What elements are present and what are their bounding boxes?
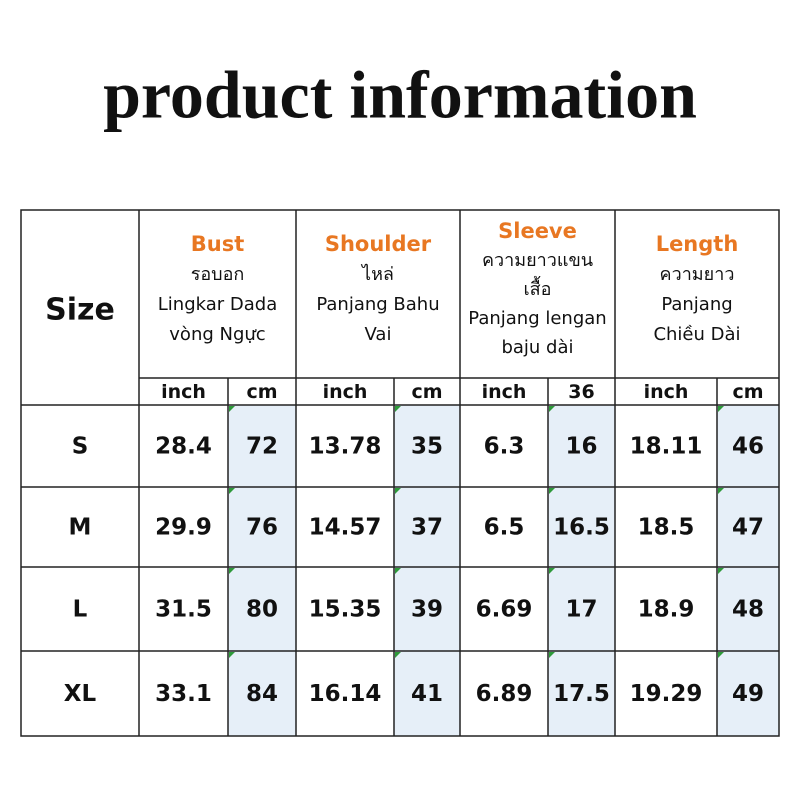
cell-marker <box>718 652 724 658</box>
table-border <box>20 209 780 737</box>
value-cell: 17.5 <box>553 681 610 707</box>
value-cell: 19.29 <box>630 681 703 707</box>
group-name: Shoulder <box>325 232 432 256</box>
cm-cell-bg <box>717 405 779 487</box>
value-cell: 48 <box>732 597 764 623</box>
group-line: vòng Ngực <box>169 324 265 345</box>
cm-cell-bg <box>228 651 296 736</box>
cell-marker <box>549 488 555 494</box>
value-cell: 28.4 <box>155 434 212 460</box>
cell-marker <box>229 568 235 574</box>
size-cell: XL <box>64 681 97 707</box>
value-cell: 13.78 <box>309 434 382 460</box>
group-name: Bust <box>191 232 245 256</box>
size-cell: L <box>73 597 88 623</box>
cell-marker <box>718 568 724 574</box>
unit-label: inch <box>161 381 206 403</box>
group-line: Panjang <box>661 294 732 315</box>
group-line: Lingkar Dada <box>158 294 277 315</box>
cell-marker <box>395 568 401 574</box>
group-line: baju dài <box>501 337 573 358</box>
group-line: Chiều Dài <box>653 324 740 345</box>
page-title: product information <box>103 57 697 133</box>
value-cell: 16 <box>565 434 597 460</box>
cm-cell-bg <box>394 487 460 567</box>
group-line: ไหล่ <box>360 263 394 285</box>
group-line: ความยาวแขน <box>482 250 593 271</box>
cell-marker <box>229 406 235 412</box>
cell-marker <box>395 488 401 494</box>
cell-marker <box>549 406 555 412</box>
value-cell: 33.1 <box>155 681 212 707</box>
cell-marker <box>229 652 235 658</box>
value-cell: 49 <box>732 681 764 707</box>
value-cell: 80 <box>246 597 278 623</box>
cell-marker <box>395 406 401 412</box>
value-cell: 84 <box>246 681 278 707</box>
cm-cell-bg <box>548 651 615 736</box>
cm-cell-bg <box>228 405 296 487</box>
unit-label: cm <box>246 381 277 403</box>
value-cell: 29.9 <box>155 515 212 541</box>
unit-label: cm <box>732 381 763 403</box>
value-cell: 6.69 <box>476 597 533 623</box>
cm-cell-bg <box>717 567 779 651</box>
cm-cell-bg <box>548 567 615 651</box>
value-cell: 6.89 <box>476 681 533 707</box>
cell-marker <box>718 406 724 412</box>
value-cell: 41 <box>411 681 443 707</box>
cm-cell-bg <box>548 405 615 487</box>
value-cell: 35 <box>411 434 443 460</box>
value-cell: 46 <box>732 434 764 460</box>
value-cell: 31.5 <box>155 597 212 623</box>
cell-marker <box>718 488 724 494</box>
cell-marker <box>549 652 555 658</box>
group-name: Length <box>656 232 739 256</box>
value-cell: 16.14 <box>309 681 382 707</box>
cm-cell-bg <box>228 567 296 651</box>
cm-cell-bg <box>717 651 779 736</box>
corner-label: Size <box>45 293 115 328</box>
value-cell: 76 <box>246 515 278 541</box>
cm-cell-bg <box>717 487 779 567</box>
unit-label: cm <box>411 381 442 403</box>
value-cell: 6.5 <box>484 515 525 541</box>
group-name: Sleeve <box>498 219 577 243</box>
value-cell: 72 <box>246 434 278 460</box>
unit-label: inch <box>644 381 689 403</box>
cell-marker <box>229 488 235 494</box>
unit-label: inch <box>482 381 527 403</box>
value-cell: 18.9 <box>638 597 695 623</box>
group-line: Panjang lengan <box>468 308 606 329</box>
value-cell: 47 <box>732 515 764 541</box>
size-cell: M <box>69 515 92 541</box>
value-cell: 6.3 <box>484 434 525 460</box>
value-cell: 17 <box>565 597 597 623</box>
unit-label: inch <box>323 381 368 403</box>
value-cell: 16.5 <box>553 515 610 541</box>
cm-cell-bg <box>394 651 460 736</box>
value-cell: 39 <box>411 597 443 623</box>
value-cell: 14.57 <box>309 515 382 541</box>
cell-marker <box>549 568 555 574</box>
value-cell: 18.11 <box>630 434 703 460</box>
group-line: เสื้อ <box>524 276 552 300</box>
group-line: Vai <box>365 324 392 345</box>
cell-marker <box>395 652 401 658</box>
value-cell: 18.5 <box>638 515 695 541</box>
group-line: Panjang Bahu <box>316 294 439 315</box>
cm-cell-bg <box>394 405 460 487</box>
size-cell: S <box>72 434 89 460</box>
cm-cell-bg <box>548 487 615 567</box>
group-line: รอบอก <box>191 264 245 285</box>
cm-cell-bg <box>228 487 296 567</box>
group-line: ความยาว <box>660 264 735 285</box>
unit-label: 36 <box>568 381 594 403</box>
value-cell: 37 <box>411 515 443 541</box>
cm-cell-bg <box>394 567 460 651</box>
value-cell: 15.35 <box>309 597 382 623</box>
